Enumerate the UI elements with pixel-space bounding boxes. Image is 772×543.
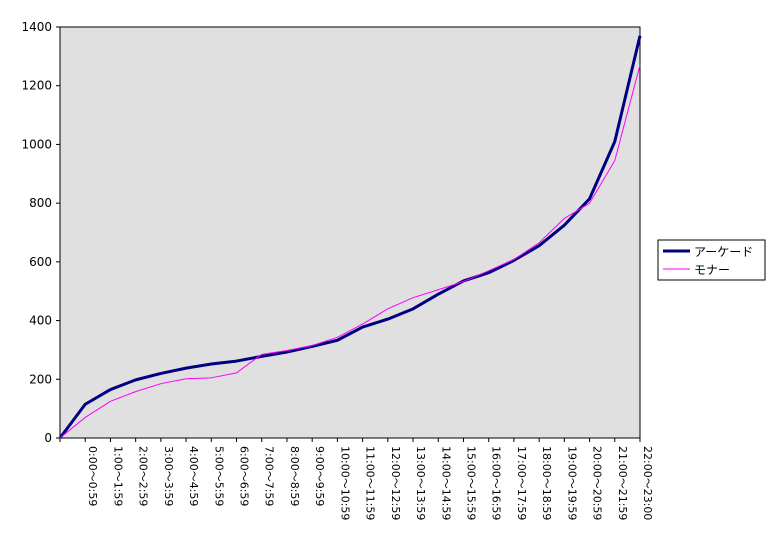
- x-tick-label: 7:00～7:59: [263, 446, 276, 506]
- plot-area: [59, 26, 641, 439]
- y-tick-label: 400: [29, 314, 52, 328]
- x-tick-label: 11:00～11:59: [364, 446, 377, 520]
- x-tick-label: 16:00～16:59: [490, 446, 503, 520]
- series-line: [58, 35, 642, 439]
- y-tick-label: 800: [29, 196, 52, 210]
- legend-label: モナー: [694, 263, 730, 277]
- x-tick-label: 3:00～3:59: [162, 446, 175, 506]
- x-tick-label: 18:00～18:59: [540, 446, 553, 520]
- x-tick-label: 1:00～1:59: [111, 446, 124, 506]
- x-tick-label: 0:00～0:59: [86, 446, 99, 506]
- y-tick-label: 0: [44, 431, 52, 445]
- x-tick-label: 10:00～10:59: [338, 446, 351, 520]
- x-tick-label: 15:00～15:59: [464, 446, 477, 520]
- y-tick-label: 600: [29, 255, 52, 269]
- y-tick-label: 1400: [21, 20, 52, 34]
- x-tick-label: 17:00～17:59: [515, 446, 528, 520]
- x-tick-label: 13:00～13:59: [414, 446, 427, 520]
- x-tick-label: 4:00～4:59: [187, 446, 200, 506]
- y-tick-label: 200: [29, 372, 52, 386]
- y-tick-label: 1200: [21, 79, 52, 93]
- y-tick-label: 1000: [21, 137, 52, 151]
- x-tick-label: 19:00～19:59: [565, 446, 578, 520]
- x-tick-label: 12:00～12:59: [389, 446, 402, 520]
- legend-label: アーケード: [694, 245, 753, 259]
- x-tick-label: 22:00～23:00: [641, 446, 654, 520]
- x-tick-label: 21:00～21:59: [616, 446, 629, 520]
- x-tick-label: 6:00～6:59: [238, 446, 251, 506]
- x-tick-label: 2:00～2:59: [137, 446, 150, 506]
- x-tick-label: 9:00～9:59: [313, 446, 326, 506]
- x-tick-label: 20:00～20:59: [591, 446, 604, 520]
- legend: [657, 239, 766, 281]
- x-tick-label: 8:00～8:59: [288, 446, 301, 506]
- x-tick-label: 14:00～14:59: [439, 446, 452, 520]
- x-tick-label: 5:00～5:59: [212, 446, 225, 506]
- series-line: [59, 65, 641, 439]
